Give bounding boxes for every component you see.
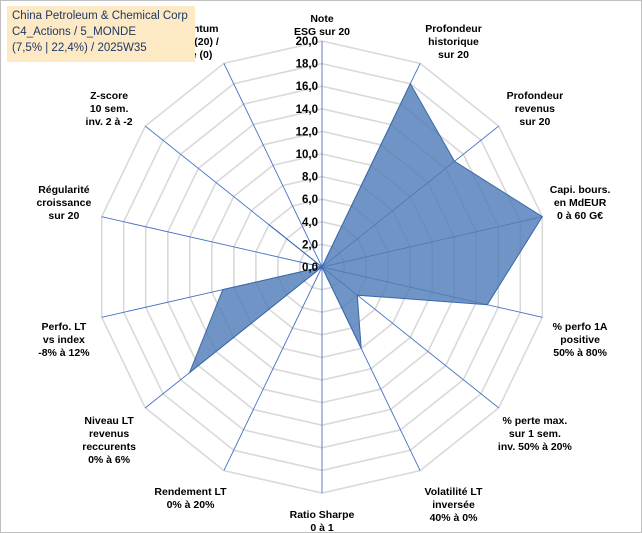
category-label-line: positive [560, 334, 600, 346]
category-label-line: % perfo 1A [553, 321, 608, 333]
category-label-line: Profondeur [507, 90, 564, 102]
tick-label-7: 14,0 [296, 104, 318, 116]
spoke-11 [101, 216, 323, 268]
tick-label-10: 20,0 [296, 36, 318, 48]
category-label-line: revenus [515, 103, 555, 115]
tick-label-9: 18,0 [296, 59, 318, 71]
title-line-category: C4_Actions / 5_MONDE [12, 26, 136, 38]
category-label-line: Régularité [38, 184, 90, 196]
category-label-line: Ratio Sharpe [290, 509, 355, 521]
category-label-line: 0% à 6% [88, 454, 131, 466]
category-label-line: Z-score [90, 90, 128, 102]
tick-label-3: 6,0 [302, 194, 318, 206]
category-label-line: % perte max. [503, 415, 568, 427]
category-label-line: ESG sur 20 [294, 26, 350, 38]
category-label-line: 0 à 1 [310, 522, 334, 533]
title-line-company: China Petroleum & Chemical Corp [12, 10, 188, 22]
category-label-line: 0% à 20% [167, 499, 216, 511]
category-label-line: 10 sem. [90, 103, 129, 115]
spoke-13 [223, 63, 323, 268]
category-label-line: en MdEUR [554, 197, 607, 209]
category-label-line: sur 1 sem. [509, 428, 561, 440]
category-label-line: sur 20 [519, 116, 550, 128]
category-label-line: historique [428, 36, 479, 48]
tick-label-1: 2,0 [302, 239, 318, 251]
category-label-8: Rendement LT0% à 20% [154, 486, 227, 511]
category-label-line: Profondeur [425, 23, 482, 35]
category-label-line: Rendement LT [154, 486, 227, 498]
category-label-line: reccurents [82, 441, 136, 453]
radial-tick-labels: 0,0 2,0 4,0 6,0 8,0 10,0 12,0 14,0 16,0 18,0 20,0 [296, 36, 318, 274]
category-label-line: sur 20 [438, 49, 469, 61]
category-label-5: % perte max.sur 1 sem.inv. 50% à 20% [498, 415, 573, 453]
tick-label-8: 16,0 [296, 81, 318, 93]
category-label-line: -8% à 12% [38, 347, 90, 359]
category-label-line: 40% à 0% [430, 512, 479, 524]
chart-title-box: China Petroleum & Chemical Corp C4_Actio… [7, 6, 195, 62]
category-label-line: 50% à 80% [553, 347, 607, 359]
category-label-line: Volatilité LT [425, 486, 484, 498]
tick-label-4: 8,0 [302, 172, 318, 184]
category-label-line: 0 à 60 G€ [557, 210, 603, 222]
category-label-line: croissance [36, 197, 91, 209]
category-label-line: Perfo. LT [42, 321, 87, 333]
category-label-line: Note [310, 13, 333, 25]
category-label-line: inv. 2 à -2 [86, 116, 133, 128]
category-label-line: revenus [89, 428, 129, 440]
tick-label-0: 0,0 [302, 262, 318, 274]
tick-label-5: 10,0 [296, 149, 318, 161]
spoke-8 [223, 266, 323, 471]
category-label-line: Capi. bours. [550, 184, 611, 196]
category-label-line: inversée [432, 499, 475, 511]
tick-label-6: 12,0 [296, 126, 318, 138]
category-label-line: inv. 50% à 20% [498, 441, 573, 453]
title-line-period: (7,5% | 22,4%) / 2025W35 [12, 42, 147, 54]
category-label-line: vs index [43, 334, 85, 346]
category-label-line: Niveau LT [84, 415, 134, 427]
tick-label-2: 4,0 [302, 217, 318, 229]
category-label-line: sur 20 [48, 210, 79, 222]
radar-series [188, 82, 543, 375]
